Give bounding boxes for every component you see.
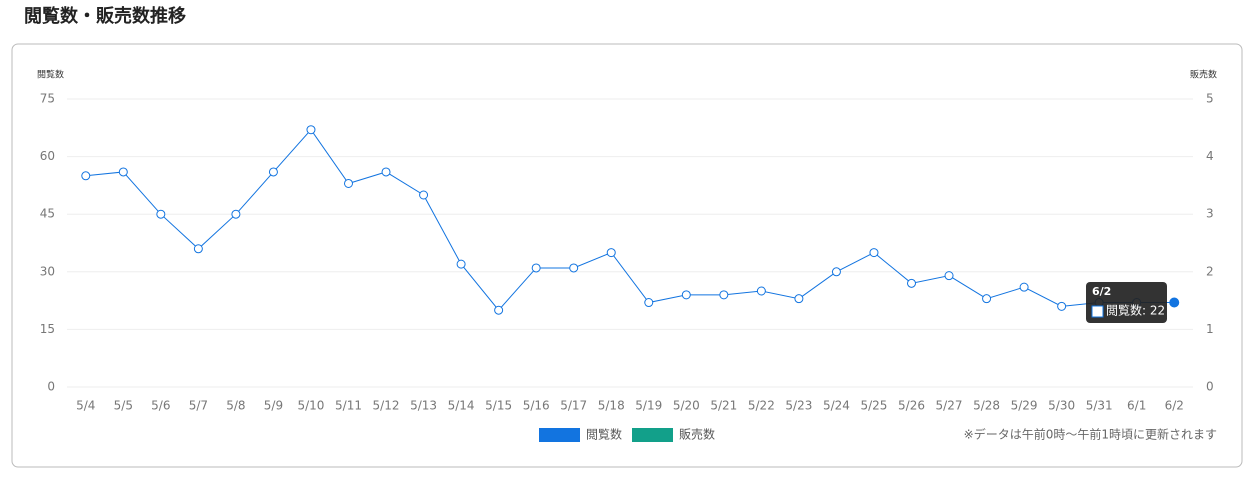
y2-axis-label: 販売数 [1190,69,1217,81]
page-title: 閲覧数・販売数推移 [24,5,186,27]
x-tick-label: 5/29 [1011,399,1038,413]
data-point [869,248,879,258]
data-point [719,290,729,300]
data-point [756,286,766,296]
x-tick-label: 5/6 [151,399,170,413]
x-tick-label: 5/4 [76,399,95,413]
series-line [85,128,1175,311]
y2-tick-label: 3 [1206,207,1214,221]
data-point [156,209,166,219]
legend-swatch [539,428,580,442]
data-point [419,190,429,200]
x-tick-label: 6/1 [1127,399,1146,413]
x-tick-label: 6/2 [1165,399,1184,413]
x-tick-label: 5/15 [485,399,512,413]
data-point [1019,282,1029,292]
tooltip-box [1086,282,1167,323]
x-tick-label: 5/17 [560,399,587,413]
y-tick-label: 45 [40,207,55,221]
x-tick-label: 5/10 [297,399,324,413]
x-tick-label: 5/13 [410,399,437,413]
data-point [456,259,466,269]
data-point [381,167,391,177]
data-point [344,178,353,188]
y-tick-label: 15 [40,322,55,336]
legend-label: 販売数 [679,427,715,442]
x-tick-label: 5/9 [264,399,283,413]
data-point [1057,301,1067,311]
x-tick-label: 5/14 [448,399,475,413]
data-point [81,171,91,181]
data-point [531,263,541,273]
data-point [1169,297,1180,308]
data-point [982,294,992,304]
update-note: ※データは午前0時〜午前1時頃に更新されます [964,427,1217,442]
tooltip-title: 6/2 [1092,285,1111,298]
x-tick-label: 5/30 [1048,399,1075,413]
x-tick-label: 5/24 [823,399,850,413]
data-point [268,167,278,177]
x-tick-label: 5/23 [785,399,812,413]
x-tick-label: 5/22 [748,399,775,413]
y2-tick-label: 1 [1206,322,1214,336]
x-tick-label: 5/25 [860,399,887,413]
x-tick-label: 5/27 [936,399,963,413]
x-tick-label: 5/31 [1086,399,1113,413]
legend-label: 閲覧数 [586,427,622,442]
data-point [794,294,804,304]
tooltip-label: 閲覧数: 22 [1106,303,1165,318]
data-point [569,263,579,273]
y-tick-label: 0 [47,380,55,394]
data-point [606,248,616,258]
x-tick-label: 5/12 [373,399,400,413]
legend-swatch [632,428,673,442]
data-point [907,278,916,288]
data-point [231,209,241,219]
data-point [494,305,504,315]
y2-tick-label: 4 [1206,149,1214,163]
data-point [193,244,203,254]
y-tick-label: 75 [40,92,55,106]
data-point [681,290,691,300]
x-tick-label: 5/5 [114,399,133,413]
data-point [644,298,654,308]
tooltip: 6/2 閲覧数: 22 [1086,282,1167,323]
x-tick-label: 5/19 [635,399,662,413]
data-point [944,271,954,281]
x-tick-label: 5/8 [226,399,245,413]
data-point [306,125,316,135]
y-tick-label: 30 [40,264,55,278]
x-tick-label: 5/21 [710,399,737,413]
x-tick-label: 5/20 [673,399,700,413]
x-tick-label: 5/11 [335,399,362,413]
tooltip-swatch [1091,305,1104,318]
data-point [118,167,128,177]
x-tick-label: 5/26 [898,399,925,413]
y2-tick-label: 0 [1206,380,1214,394]
x-tick-label: 5/7 [189,399,208,413]
x-tick-label: 5/18 [598,399,625,413]
x-tick-label: 5/16 [523,399,550,413]
y-tick-label: 60 [40,149,55,163]
x-tick-label: 5/28 [973,399,1000,413]
card [11,43,1243,468]
y2-tick-label: 2 [1206,264,1214,278]
data-point [831,267,841,277]
y2-tick-label: 5 [1206,92,1214,106]
y-axis-label: 閲覧数 [37,69,64,81]
